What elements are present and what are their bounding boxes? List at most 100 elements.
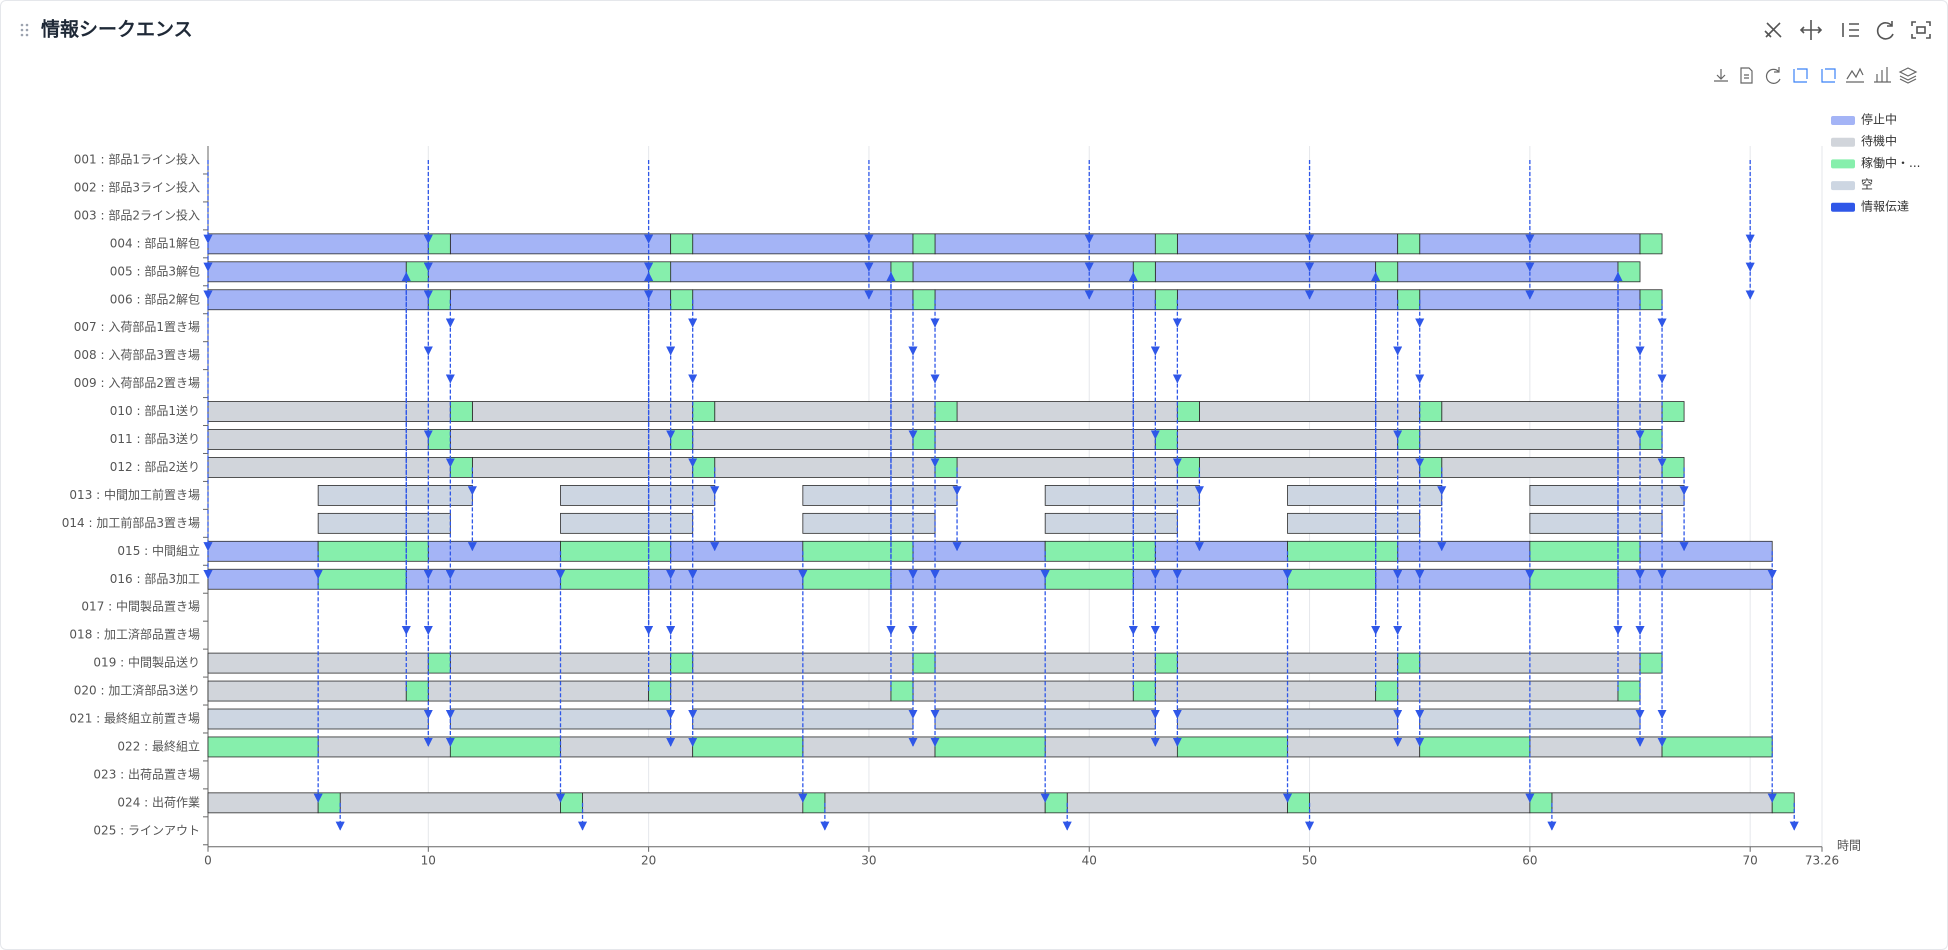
gantt-bar (471, 457, 694, 478)
move-icon[interactable] (1799, 20, 1823, 40)
fullscreen-icon[interactable] (1911, 21, 1931, 39)
legend-label: 停止中 (1861, 112, 1897, 127)
gantt-bar (207, 233, 429, 255)
gantt-bar (912, 233, 936, 255)
bar-icon[interactable] (1874, 67, 1891, 83)
gantt-bar (207, 401, 451, 422)
x-tick-label: 73.26 (1805, 853, 1839, 867)
refresh-icon[interactable] (1876, 21, 1894, 40)
gantt-bar (1287, 540, 1399, 562)
restore-icon[interactable] (1765, 67, 1781, 84)
gantt-bar (1176, 289, 1399, 311)
gantt-bar (670, 652, 694, 674)
gantt-bar (670, 233, 694, 255)
gantt-bar (1287, 736, 1421, 758)
gantt-bar (692, 457, 716, 478)
y-tick-label: 017 : 中間製品置き場 (81, 599, 200, 614)
gantt-bar (802, 736, 936, 758)
y-tick-label: 012 : 部品2送り (110, 459, 200, 474)
gantt-bar (670, 261, 892, 283)
gantt-bar (1529, 484, 1685, 506)
zoom-back-icon[interactable] (1821, 68, 1836, 83)
gantt-bar (1176, 457, 1200, 478)
gantt-bar (1287, 512, 1421, 534)
gantt-bar (560, 512, 694, 534)
gantt-bar (1419, 429, 1641, 450)
y-tick-label: 001 : 部品1ライン投入 (74, 152, 200, 167)
gantt-bar (912, 429, 936, 450)
gantt-bar (207, 429, 429, 450)
gantt-bar (1132, 680, 1156, 702)
gantt-bar (1397, 680, 1619, 702)
gantt-bar (1529, 736, 1663, 758)
gantt-bar (1397, 429, 1421, 450)
y-tick-label: 007 : 入荷部品1置き場 (74, 319, 200, 334)
zoom-icon[interactable] (1793, 68, 1808, 83)
y-tick-label: 022 : 最終組立 (117, 738, 200, 753)
gantt-bar (1044, 568, 1134, 590)
gantt-bar (1397, 233, 1421, 255)
gantt-bar (934, 401, 958, 422)
legend-swatch (1831, 202, 1855, 212)
y-tick-label: 018 : 加工済部品置き場 (69, 627, 200, 642)
gantt-bar (692, 233, 914, 255)
gantt-bar (912, 652, 936, 674)
gantt-bar (1375, 261, 1399, 283)
y-tick-label: 002 : 部品3ライン投入 (74, 179, 200, 194)
y-tick-label: 003 : 部品2ライン投入 (74, 207, 200, 222)
gantt-bar (449, 233, 672, 255)
gantt-bar (427, 652, 451, 674)
y-tick-label: 016 : 部品3加工 (110, 571, 200, 586)
y-tick-label: 015 : 中間組立 (117, 543, 200, 558)
gantt-bar (1397, 261, 1619, 283)
gantt-bar (1044, 540, 1156, 562)
y-tick-label: 019 : 中間製品送り (93, 655, 200, 670)
legend-label: 空 (1861, 178, 1873, 192)
y-tick-label: 013 : 中間加工前置き場 (69, 487, 200, 502)
y-tick-label: 004 : 部品1解包 (110, 235, 200, 250)
download-icon[interactable] (1714, 69, 1728, 82)
stack-icon[interactable] (1898, 67, 1918, 84)
gantt-bar (449, 401, 473, 422)
gantt-bar (1154, 540, 1288, 562)
gantt-bar (427, 429, 451, 450)
gantt-bar (1529, 792, 1553, 814)
gantt-bar (934, 429, 1156, 450)
gantt-bar (1176, 233, 1399, 255)
gantt-bar (560, 540, 672, 562)
gantt-bar (427, 261, 650, 283)
line-icon[interactable] (1846, 67, 1864, 83)
legend-swatch (1831, 116, 1855, 125)
gantt-bar (670, 429, 694, 450)
gantt-bar (317, 512, 451, 534)
x-tick-label: 70 (1743, 853, 1758, 867)
gantt-bar (317, 736, 451, 758)
gantt-bar (934, 289, 1156, 311)
edit-icon[interactable] (1764, 22, 1782, 38)
gantt-bar (1132, 261, 1156, 283)
data-view-icon[interactable] (1740, 67, 1753, 84)
gantt-bar (449, 289, 672, 311)
gantt-bar (449, 736, 561, 758)
gantt-bar (1309, 792, 1531, 814)
gantt-bar (1154, 289, 1178, 311)
gantt-bar (427, 680, 650, 702)
list-icon[interactable] (1842, 23, 1859, 37)
gantt-bar (1661, 457, 1685, 478)
gantt-bar (670, 680, 892, 702)
y-tick-label: 020 : 加工済部品3送り (74, 683, 200, 698)
gantt-bar (1639, 429, 1663, 450)
drag-handle[interactable] (20, 23, 29, 37)
gantt-bar (1044, 512, 1178, 534)
gantt-bar (1176, 736, 1288, 758)
x-tick-label: 60 (1522, 853, 1537, 867)
gantt-bar (1154, 680, 1377, 702)
gantt-bar (1397, 652, 1421, 674)
gantt-bar (405, 261, 429, 283)
gantt-bar (1419, 457, 1443, 478)
gantt-bar (1199, 401, 1421, 422)
gantt-bar (1287, 484, 1443, 506)
x-tick-label: 40 (1082, 853, 1097, 867)
gantt-bar (912, 261, 1134, 283)
gantt-bar (1639, 289, 1663, 311)
